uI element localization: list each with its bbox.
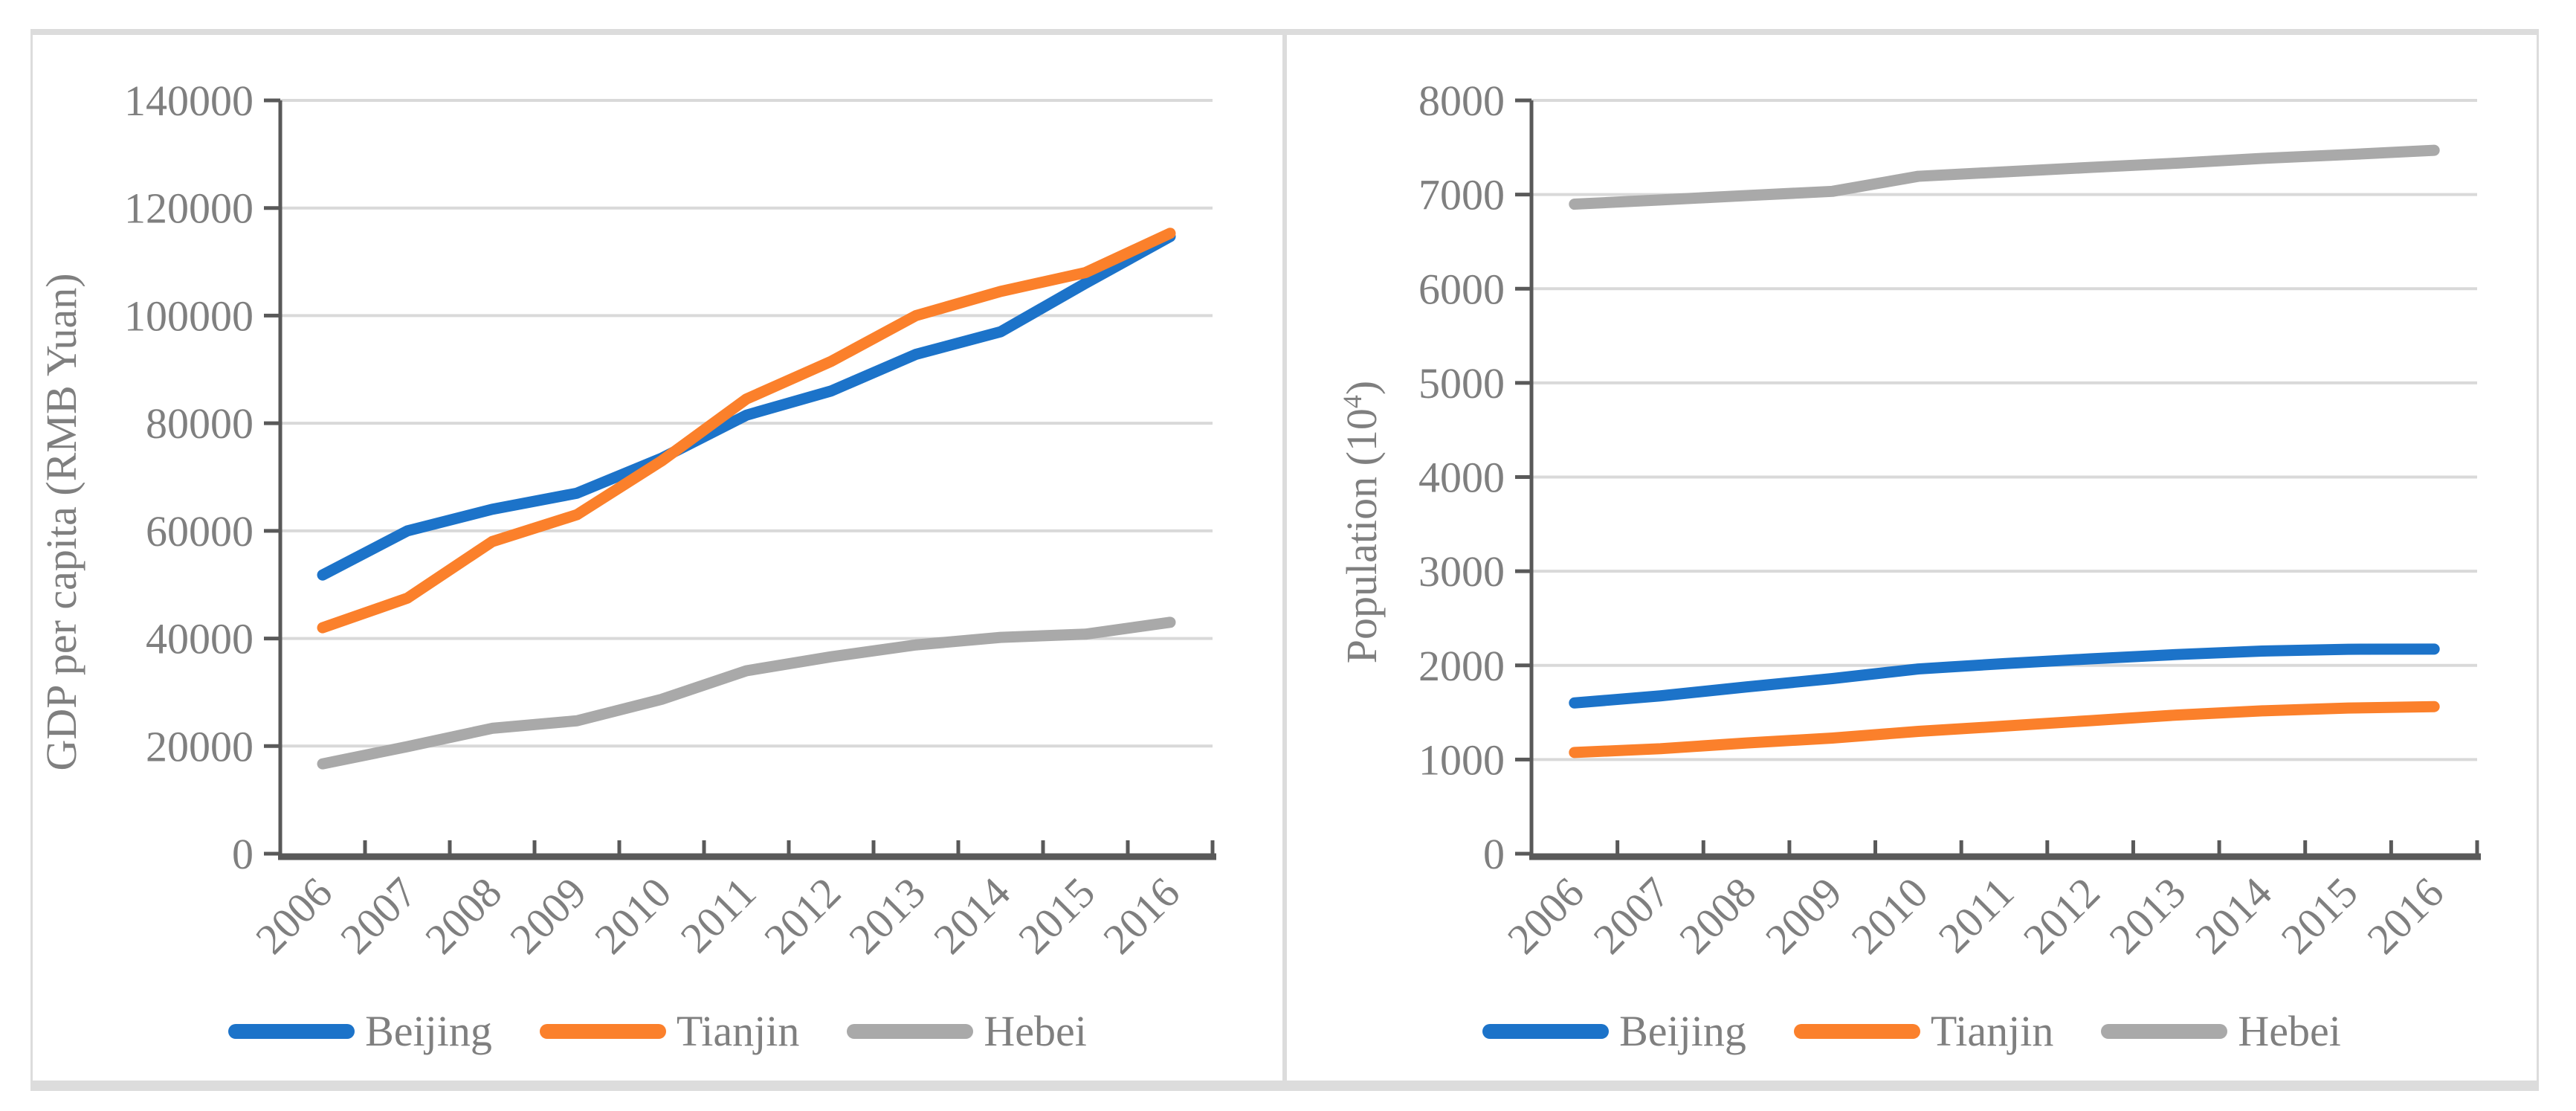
- x-tick-label: 2008: [416, 868, 511, 963]
- y-axis-title: GDP per capita (RMB Yuan): [37, 273, 85, 770]
- legend-label: Hebei: [984, 1007, 1087, 1055]
- gdp-chart-legend: Beijing Tianjin Hebei: [33, 1002, 1282, 1061]
- legend-label: Tianjin: [676, 1007, 800, 1055]
- y-tick-label: 4000: [1418, 454, 1505, 502]
- y-tick-label: 120000: [124, 184, 254, 233]
- gdp-chart-panel: 0 20000 40000 60000 80000 100000 120000 140000 2…: [30, 29, 1285, 1091]
- legend-label: Beijing: [365, 1007, 492, 1055]
- x-tick-label: 2006: [246, 868, 341, 963]
- y-tick-label: 20000: [146, 722, 254, 770]
- legend-swatch-beijing: [228, 1024, 355, 1039]
- series-line-hebei: [317, 616, 1176, 770]
- y-tick-label: 60000: [146, 507, 254, 556]
- series-line-beijing: [317, 231, 1176, 581]
- population-chart: 0100020003000400050006000700080002006200…: [1337, 77, 2481, 963]
- y-tick-label: 3000: [1418, 547, 1505, 596]
- y-tick-label: 6000: [1418, 265, 1505, 313]
- x-tick-label: 2016: [2357, 868, 2453, 963]
- x-tick-label: 2013: [839, 868, 934, 963]
- x-tick-label: 2015: [2272, 868, 2367, 963]
- legend-item-hebei: Hebei: [847, 1010, 1087, 1053]
- legend-label: Tianjin: [1930, 1007, 2054, 1055]
- x-tick-label: 2012: [755, 868, 850, 963]
- x-tick-label: 2009: [1756, 868, 1851, 963]
- x-tick-label: 2016: [1094, 868, 1189, 963]
- x-tick-label: 2007: [1584, 868, 1679, 963]
- legend-item-tianjin: Tianjin: [1793, 1007, 2054, 1055]
- legend-item-tianjin: Tianjin: [539, 1007, 800, 1055]
- y-tick-label: 0: [232, 830, 254, 878]
- legend-item-beijing: Beijing: [1482, 1010, 1746, 1053]
- legend-swatch-tianjin: [1793, 1024, 1920, 1039]
- series-line-hebei: [1569, 144, 2440, 210]
- gdp-chart: 0 20000 40000 60000 80000 100000 120000 140000 2…: [37, 77, 1216, 963]
- legend-label: Beijing: [1619, 1007, 1746, 1055]
- y-tick-label: 100000: [124, 292, 254, 340]
- y-tick-label: 40000: [146, 615, 254, 663]
- population-chart-legend: Beijing Tianjin Hebei: [1287, 1002, 2537, 1061]
- y-tick-label: 1000: [1418, 735, 1505, 784]
- population-chart-panel: 0 1000 2000 3000 4000 5000 6000 7000 8000 2006 200…: [1285, 29, 2539, 1091]
- legend-swatch-hebei: [2101, 1024, 2228, 1039]
- x-tick-label: 2006: [1498, 868, 1593, 963]
- x-tick-label: 2011: [671, 868, 765, 962]
- x-tick-label: 2015: [1009, 868, 1104, 963]
- x-tick-label: 2014: [2186, 868, 2281, 963]
- y-tick-label: 0: [1483, 830, 1505, 878]
- legend-swatch-tianjin: [539, 1024, 666, 1039]
- legend-label: Hebei: [2238, 1007, 2341, 1055]
- x-tick-label: 2007: [331, 868, 426, 963]
- y-tick-label: 2000: [1418, 642, 1505, 690]
- x-tick-label: 2011: [1929, 868, 2023, 962]
- x-tick-label: 2009: [500, 868, 595, 963]
- y-tick-label: 7000: [1418, 171, 1505, 219]
- series-line-tianjin: [317, 228, 1176, 634]
- x-tick-label: 2008: [1670, 868, 1765, 963]
- y-tick-label: 5000: [1418, 359, 1505, 408]
- x-tick-label: 2010: [1842, 868, 1937, 963]
- legend-item-beijing: Beijing: [228, 1010, 492, 1053]
- y-tick-label: 140000: [124, 77, 254, 125]
- series-line-beijing: [1569, 643, 2440, 709]
- legend-item-hebei: Hebei: [2101, 1010, 2341, 1053]
- legend-swatch-beijing: [1482, 1024, 1610, 1039]
- x-tick-label: 2012: [2014, 868, 2109, 963]
- y-tick-label: 8000: [1418, 77, 1505, 125]
- series-line-tianjin: [1569, 701, 2440, 759]
- x-tick-label: 2010: [585, 868, 680, 963]
- legend-swatch-hebei: [847, 1024, 974, 1039]
- y-axis-title: Population (104): [1337, 381, 1386, 664]
- x-tick-label: 2014: [924, 868, 1019, 963]
- x-tick-label: 2013: [2099, 868, 2195, 963]
- y-tick-label: 80000: [146, 399, 254, 448]
